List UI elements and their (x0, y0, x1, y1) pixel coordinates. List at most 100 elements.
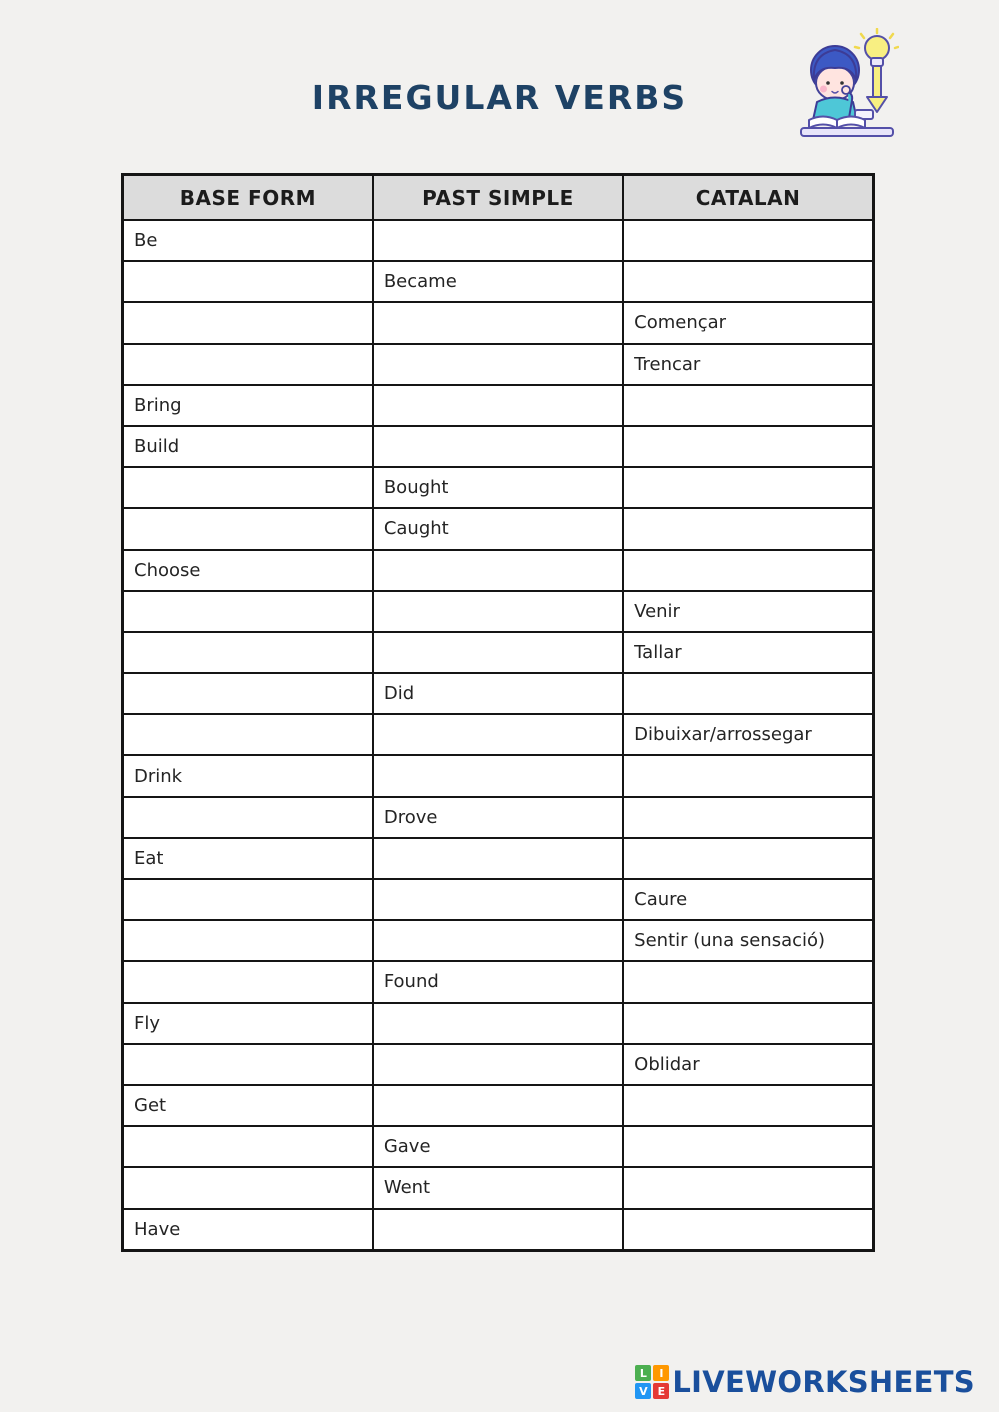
table-row: Oblidar (121, 1042, 875, 1086)
open-book-icon (800, 115, 894, 137)
cell-past-simple[interactable] (371, 836, 625, 881)
logo-tile-i: I (653, 1365, 670, 1381)
table-row: Gave (121, 1125, 875, 1169)
cell-catalan: Tallar (622, 630, 875, 675)
cell-past-simple: Caught (371, 507, 625, 551)
table-row: Build (121, 424, 875, 469)
cell-catalan[interactable] (622, 960, 875, 1004)
table-row: Trencar (121, 342, 875, 386)
cell-base-form[interactable] (121, 1125, 374, 1169)
cell-base-form[interactable] (121, 1166, 374, 1210)
cell-catalan: Venir (622, 589, 875, 633)
cell-catalan[interactable] (622, 383, 875, 427)
cell-past-simple[interactable] (371, 754, 625, 798)
cell-base-form[interactable] (121, 919, 374, 963)
cell-past-simple[interactable] (371, 919, 625, 963)
table-row: Went (121, 1166, 875, 1210)
cell-past-simple[interactable] (371, 301, 625, 345)
cell-catalan[interactable] (622, 1125, 875, 1169)
cell-catalan[interactable] (622, 466, 875, 510)
cell-catalan[interactable] (622, 507, 875, 551)
cell-base-form[interactable] (121, 507, 374, 551)
table-row: Bought (121, 466, 875, 510)
cell-base-form[interactable] (121, 342, 374, 386)
table-row: Get (121, 1083, 875, 1128)
cell-catalan[interactable] (622, 1001, 875, 1045)
table-row: Venir (121, 589, 875, 633)
cell-past-simple[interactable] (371, 218, 625, 263)
table-row: Bring (121, 383, 875, 427)
cell-base-form[interactable] (121, 301, 374, 345)
table-header-row: BASE FORM PAST SIMPLE CATALAN (121, 173, 875, 221)
table-row: Drink (121, 754, 875, 798)
cell-base-form[interactable] (121, 630, 374, 675)
cell-catalan[interactable] (622, 836, 875, 881)
cell-past-simple[interactable] (371, 342, 625, 386)
cell-past-simple[interactable] (371, 1083, 625, 1128)
table-row: Became (121, 260, 875, 304)
table-row: Sentir (una sensació) (121, 919, 875, 963)
cell-base-form: Build (121, 424, 374, 469)
column-header-catalan: CATALAN (622, 173, 875, 221)
cell-catalan: Començar (622, 301, 875, 345)
logo-tile-e: E (653, 1383, 670, 1399)
cell-catalan[interactable] (622, 672, 875, 716)
table-row: Tallar (121, 630, 875, 675)
cell-catalan[interactable] (622, 424, 875, 469)
cell-base-form: Have (121, 1207, 374, 1252)
cell-base-form[interactable] (121, 589, 374, 633)
cell-past-simple[interactable] (371, 1207, 625, 1252)
cell-base-form: Fly (121, 1001, 374, 1045)
table-row: Found (121, 960, 875, 1004)
cell-base-form[interactable] (121, 795, 374, 839)
cell-catalan: Oblidar (622, 1042, 875, 1086)
table-body: Be Became Començar Trencar Bring Build Bought C… (121, 218, 875, 1252)
table-row: Caught (121, 507, 875, 551)
cell-base-form[interactable] (121, 672, 374, 716)
cell-base-form[interactable] (121, 260, 374, 304)
cell-catalan[interactable] (622, 260, 875, 304)
cell-base-form[interactable] (121, 713, 374, 757)
cell-past-simple: Gave (371, 1125, 625, 1169)
cell-catalan[interactable] (622, 218, 875, 263)
cell-catalan: Caure (622, 877, 875, 922)
cell-catalan[interactable] (622, 795, 875, 839)
cell-catalan[interactable] (622, 1166, 875, 1210)
cell-base-form[interactable] (121, 466, 374, 510)
table-row: Eat (121, 836, 875, 881)
cell-past-simple[interactable] (371, 877, 625, 922)
cell-base-form[interactable] (121, 1042, 374, 1086)
sparkle-icon (853, 28, 899, 50)
cell-past-simple[interactable] (371, 1042, 625, 1086)
cell-base-form[interactable] (121, 877, 374, 922)
column-header-base-form: BASE FORM (121, 173, 374, 221)
cell-past-simple[interactable] (371, 424, 625, 469)
boy-icon (810, 45, 860, 121)
cell-base-form: Choose (121, 548, 374, 592)
table-row: Did (121, 672, 875, 716)
cell-base-form: Drink (121, 754, 374, 798)
cell-past-simple: Became (371, 260, 625, 304)
cell-catalan[interactable] (622, 754, 875, 798)
cell-past-simple[interactable] (371, 1001, 625, 1045)
cell-catalan[interactable] (622, 548, 875, 592)
page-title: IRREGULAR VERBS (311, 78, 688, 117)
brand-name: LIVEWORKSHEETS (672, 1365, 975, 1399)
cell-past-simple[interactable] (371, 383, 625, 427)
cell-past-simple[interactable] (371, 630, 625, 675)
table-row: Choose (121, 548, 875, 592)
table-row: Drove (121, 795, 875, 839)
cell-past-simple: Bought (371, 466, 625, 510)
cell-base-form: Be (121, 218, 374, 263)
cell-past-simple[interactable] (371, 713, 625, 757)
table-row: Començar (121, 301, 875, 345)
cell-past-simple[interactable] (371, 589, 625, 633)
irregular-verbs-table: BASE FORM PAST SIMPLE CATALAN Be Became Co… (121, 173, 875, 1252)
cell-base-form[interactable] (121, 960, 374, 1004)
cell-past-simple[interactable] (371, 548, 625, 592)
cell-catalan[interactable] (622, 1083, 875, 1128)
cell-catalan[interactable] (622, 1207, 875, 1252)
column-header-past-simple: PAST SIMPLE (371, 173, 625, 221)
